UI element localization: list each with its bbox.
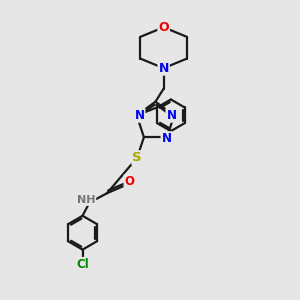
Text: N: N bbox=[167, 109, 176, 122]
Text: O: O bbox=[124, 175, 134, 188]
Text: N: N bbox=[158, 62, 169, 75]
Text: S: S bbox=[132, 151, 142, 164]
Text: NH: NH bbox=[77, 195, 95, 205]
Text: N: N bbox=[134, 109, 145, 122]
Text: O: O bbox=[158, 21, 169, 34]
Text: Cl: Cl bbox=[76, 258, 89, 271]
Text: N: N bbox=[161, 132, 172, 145]
